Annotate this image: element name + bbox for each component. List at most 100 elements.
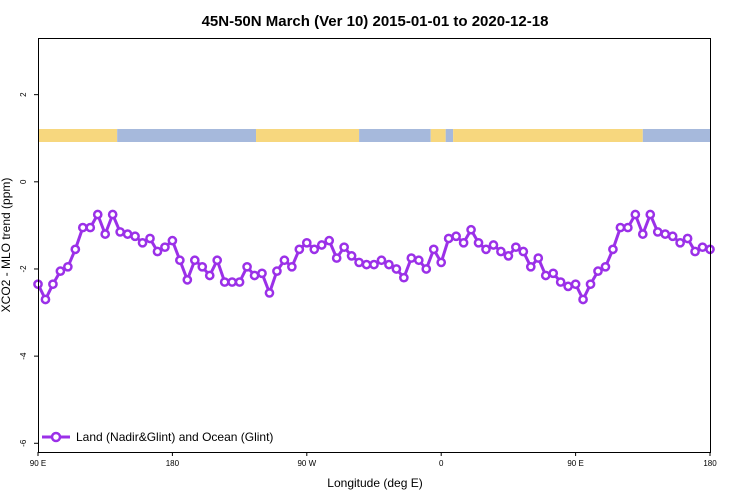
band-segment-land	[256, 129, 360, 142]
data-point	[122, 229, 133, 239]
x-tick-label: 90 E	[30, 459, 46, 468]
band-segment-ocean	[359, 129, 431, 142]
data-point	[272, 266, 282, 276]
data-point	[339, 242, 349, 253]
data-point	[227, 277, 237, 287]
data-point	[219, 277, 230, 287]
data-point	[175, 255, 185, 266]
data-point	[488, 240, 499, 250]
data-point	[608, 244, 618, 255]
data-point	[369, 259, 379, 270]
x-tick-label: 90 W	[297, 459, 316, 468]
band-segment-land	[38, 129, 118, 142]
data-point	[518, 246, 529, 257]
data-point	[331, 253, 342, 263]
data-point	[145, 233, 155, 244]
x-tick-label: 0	[439, 459, 444, 468]
data-point	[525, 261, 536, 272]
y-axis-label: XCO2 - MLO trend (ppm)	[0, 178, 13, 313]
data-point	[413, 255, 424, 266]
plot-frame	[38, 38, 711, 453]
y-tick-label: 2	[19, 92, 28, 97]
data-point	[309, 244, 320, 255]
data-point	[361, 259, 372, 270]
legend: Land (Nadir&Glint) and Ocean (Glint)	[42, 430, 273, 444]
data-point	[555, 277, 566, 287]
data-point	[63, 261, 73, 272]
data-point	[55, 266, 66, 276]
data-point	[346, 251, 357, 261]
axes: 90 E 180 90 W 0 90 E 180 2 0 -2 -4 -6	[19, 92, 717, 468]
data-point	[354, 257, 364, 268]
data-point	[287, 261, 297, 272]
data-point	[234, 277, 245, 287]
y-tick-label: -4	[19, 352, 28, 360]
data-point	[399, 272, 409, 283]
data-point	[451, 231, 461, 242]
data-point	[115, 227, 125, 237]
data-point	[85, 222, 96, 233]
data-point	[533, 253, 544, 263]
data-point	[600, 261, 611, 272]
y-tick-label: -2	[19, 265, 28, 273]
series-line	[36, 213, 711, 301]
chart-title: 45N-50N March (Ver 10) 2015-01-01 to 202…	[202, 13, 549, 30]
data-point	[77, 222, 88, 233]
data-point	[570, 279, 581, 290]
x-tick-label: 180	[703, 459, 717, 468]
band-segment-land	[453, 129, 643, 142]
data-point	[623, 222, 633, 233]
data-point	[548, 268, 559, 279]
data-point	[443, 233, 454, 244]
x-tick-label: 90 E	[567, 459, 583, 468]
data-point	[100, 229, 111, 239]
legend-marker-swatch	[50, 431, 62, 443]
data-point	[242, 261, 252, 272]
data-point	[160, 242, 170, 253]
data-point	[167, 235, 178, 246]
band-segment-ocean	[642, 129, 710, 142]
data-point	[294, 244, 305, 255]
data-point	[384, 259, 394, 270]
data-point	[645, 209, 656, 220]
data-point	[391, 264, 402, 274]
band-segment-ocean	[445, 129, 454, 142]
data-point	[264, 288, 275, 298]
data-point	[697, 242, 708, 253]
data-point	[257, 268, 267, 279]
data-point	[316, 240, 327, 250]
data-point	[70, 244, 81, 255]
data-point	[436, 257, 447, 268]
data-point	[593, 266, 603, 276]
series-layer	[33, 209, 715, 305]
data-point	[279, 255, 290, 266]
x-axis-label: Longitude (deg E)	[327, 476, 422, 490]
data-point	[189, 255, 200, 266]
data-point	[428, 244, 439, 255]
data-point	[496, 246, 506, 257]
data-point	[421, 264, 432, 274]
data-point	[137, 237, 148, 248]
data-point	[473, 237, 484, 248]
y-tick-label: 0	[19, 179, 28, 184]
data-point	[675, 237, 685, 248]
data-point	[204, 270, 215, 281]
data-point	[615, 222, 626, 233]
data-point	[637, 229, 648, 239]
data-point	[578, 294, 588, 305]
data-point	[585, 279, 596, 290]
band-segment-land	[430, 129, 446, 142]
data-point	[660, 229, 671, 239]
data-point	[376, 255, 387, 266]
data-point	[667, 231, 678, 242]
data-point	[563, 281, 573, 292]
data-point	[92, 209, 103, 220]
band-segment-ocean	[117, 129, 257, 142]
data-point	[40, 294, 51, 305]
data-point	[107, 209, 118, 220]
data-point	[652, 227, 663, 237]
data-point	[48, 279, 58, 290]
data-point	[630, 209, 641, 220]
data-point	[249, 270, 260, 281]
